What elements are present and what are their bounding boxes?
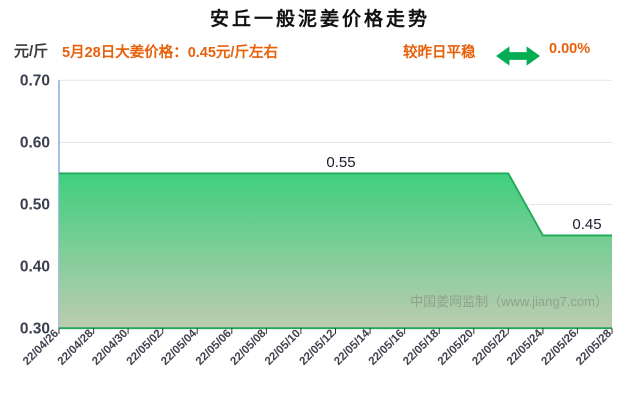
svg-text:22/05/20: 22/05/20 [436, 328, 476, 368]
svg-text:22/05/04: 22/05/04 [159, 327, 200, 368]
svg-text:中国姜网监制（www.jiang7.com）: 中国姜网监制（www.jiang7.com） [410, 294, 608, 309]
svg-text:22/05/14: 22/05/14 [332, 327, 373, 368]
svg-text:22/05/16: 22/05/16 [367, 328, 407, 368]
svg-text:0.55: 0.55 [326, 154, 355, 171]
svg-text:22/04/28: 22/04/28 [56, 327, 97, 368]
svg-text:22/05/24: 22/05/24 [505, 327, 546, 368]
svg-text:22/05/18: 22/05/18 [401, 327, 442, 368]
svg-text:0.60: 0.60 [20, 135, 50, 152]
svg-text:22/05/08: 22/05/08 [228, 327, 269, 368]
svg-text:22/05/12: 22/05/12 [297, 328, 337, 368]
svg-text:0.50: 0.50 [20, 197, 50, 214]
svg-text:22/05/10: 22/05/10 [263, 328, 303, 368]
svg-text:0.70: 0.70 [20, 73, 50, 90]
svg-text:22/05/22: 22/05/22 [470, 328, 510, 368]
svg-text:22/05/26: 22/05/26 [539, 328, 579, 368]
svg-text:22/05/28: 22/05/28 [574, 327, 615, 368]
svg-text:22/05/02: 22/05/02 [125, 328, 165, 368]
svg-text:0.45: 0.45 [572, 216, 601, 233]
svg-text:0.40: 0.40 [20, 259, 50, 276]
svg-text:22/04/30: 22/04/30 [90, 328, 130, 368]
svg-text:22/05/06: 22/05/06 [194, 328, 234, 368]
